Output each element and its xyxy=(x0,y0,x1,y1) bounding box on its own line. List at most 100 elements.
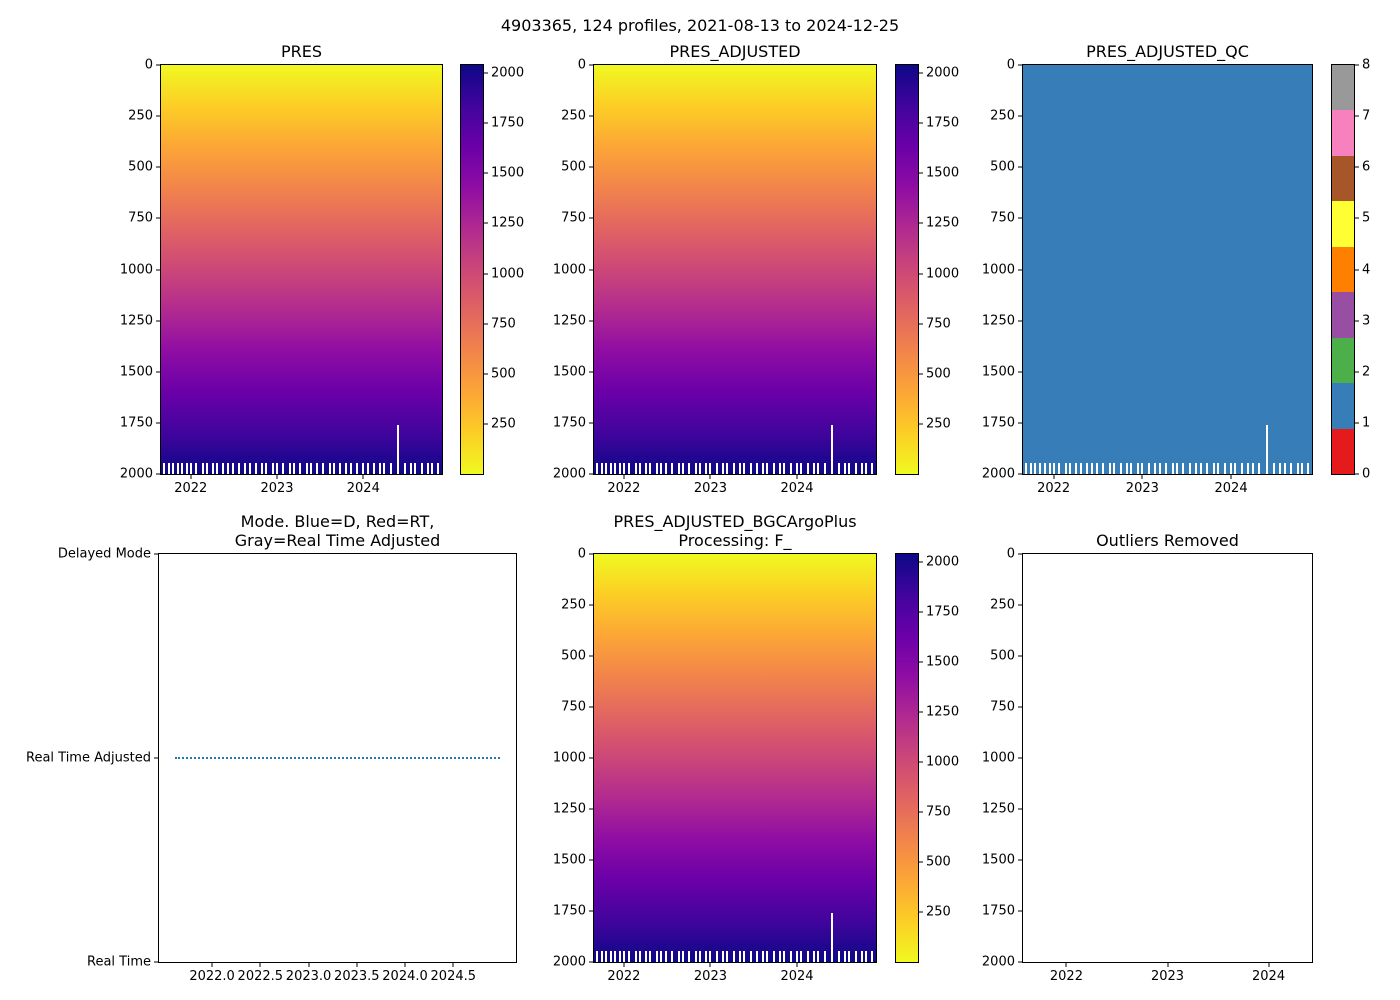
y-tick-label: 1500 xyxy=(981,364,1015,380)
colorbar-tick-label: 250 xyxy=(491,416,516,432)
profile-rug-mark xyxy=(1064,463,1067,474)
profile-rug-mark xyxy=(1147,463,1150,474)
profile-rug-mark xyxy=(698,463,701,474)
y-tick xyxy=(1018,166,1022,168)
profile-rug-mark xyxy=(305,463,308,474)
profile-rug-mark xyxy=(837,951,840,962)
colorbar-tick xyxy=(1355,64,1359,66)
colorbar-tick-label: 750 xyxy=(926,804,951,820)
y-tick xyxy=(154,961,158,963)
colorbar-tick xyxy=(919,72,923,74)
profile-rug-mark xyxy=(600,463,603,474)
profile-rug-mark xyxy=(749,463,752,474)
profile-rug-mark xyxy=(1086,463,1089,474)
y-tick xyxy=(156,217,160,219)
y-tick-label: 1250 xyxy=(552,801,586,817)
profile-rug-mark xyxy=(211,463,214,474)
profile-rug-mark xyxy=(789,951,792,962)
profile-rug-mark xyxy=(195,463,198,474)
profile-rug-mark xyxy=(783,463,786,474)
profile-rug-mark xyxy=(638,463,641,474)
colorbar-tick xyxy=(1355,422,1359,424)
profile-rug-mark xyxy=(216,463,219,474)
y-tick-label: 2000 xyxy=(981,954,1015,970)
profile-rug-mark xyxy=(201,463,204,474)
colorbar-tick xyxy=(1355,166,1359,168)
colorbar-tick-label: 2000 xyxy=(926,554,960,570)
profile-rug-mark xyxy=(282,463,285,474)
colorbar-tick xyxy=(1355,269,1359,270)
y-tick-label: 1500 xyxy=(119,364,153,380)
profile-rug-mark xyxy=(431,463,434,474)
profile-rug-mark xyxy=(1113,463,1116,474)
profile-rug-mark xyxy=(1126,463,1129,474)
profile-rug-mark xyxy=(677,463,680,474)
profile-rug-mark xyxy=(628,463,631,474)
profile-rug-mark xyxy=(649,951,652,962)
colorbar-band xyxy=(1332,428,1354,474)
colorbar-tick xyxy=(1355,371,1359,373)
profile-rug-mark xyxy=(1102,463,1105,474)
profile-rug-mark xyxy=(772,951,775,962)
profile-rug-mark xyxy=(698,951,701,962)
x-tick-label: 2024 xyxy=(1252,969,1286,984)
profile-rug-mark xyxy=(726,463,729,474)
colorbar-tick-label: 1750 xyxy=(491,115,525,131)
profile-rug-mark xyxy=(176,463,179,474)
x-tick-label: 2024 xyxy=(780,969,814,984)
profile-rug-mark xyxy=(634,463,637,474)
colorbar-tick-label: 5 xyxy=(1362,210,1371,226)
profile-rug-mark xyxy=(628,951,631,962)
y-tick-label: 500 xyxy=(561,648,586,664)
y-tick-label: 250 xyxy=(990,597,1015,613)
profile-rug-mark xyxy=(1199,463,1202,474)
colorbar-tick-label: 3 xyxy=(1362,313,1371,329)
y-tick-label: 1250 xyxy=(981,801,1015,817)
profile-rug-mark xyxy=(870,951,873,962)
y-tick xyxy=(1018,655,1022,657)
y-tick xyxy=(156,473,160,475)
x-tick-label: 2023 xyxy=(1150,969,1185,984)
colorbar-tick xyxy=(484,373,488,375)
profile-rug-mark xyxy=(715,951,718,962)
x-tick-label: 2023 xyxy=(260,481,294,496)
profile-rug-mark xyxy=(414,463,417,474)
profile-rug-mark xyxy=(688,463,691,474)
profile-rug-mark xyxy=(231,463,234,474)
y-tick-label: 250 xyxy=(128,108,153,124)
profile-rug-mark xyxy=(1095,463,1098,474)
colorbar-tick-label: 7 xyxy=(1362,108,1371,124)
y-tick xyxy=(1018,604,1022,606)
profile-rug-mark xyxy=(1223,463,1226,474)
colorbar-tick xyxy=(484,122,488,124)
colorbar-tick xyxy=(919,323,923,325)
profile-rug-mark xyxy=(1058,463,1061,474)
profile-rug-mark xyxy=(779,951,782,962)
y-tick-label: Real Time Adjusted xyxy=(26,750,151,766)
colorbar-pres-adjusted-qc: 0 1 2 3 4 5 6 7 8 xyxy=(1331,58,1370,482)
profile-rug-mark xyxy=(609,951,612,962)
profile-rug-mark xyxy=(823,463,826,474)
profile-rug-mark xyxy=(837,463,840,474)
colorbar-tick xyxy=(919,811,923,813)
colorbar-tick-label: 1500 xyxy=(491,165,525,181)
profile-rug-mark xyxy=(796,463,799,474)
y-tick-label: 1250 xyxy=(552,313,586,329)
profile-rug-mark xyxy=(1119,463,1122,474)
x-tick xyxy=(623,963,625,967)
profile-rug-mark xyxy=(645,951,648,962)
profile-rug-mark xyxy=(1158,463,1161,474)
y-tick-label: 1250 xyxy=(981,313,1015,329)
y-tick-label: 0 xyxy=(144,57,153,73)
x-tick-label: 2022.5 xyxy=(237,969,284,984)
profile-rug-mark xyxy=(860,463,863,474)
profile-rug-mark xyxy=(1034,463,1037,474)
subplot-title: PRES_ADJUSTED xyxy=(669,42,801,61)
profile-rug-mark xyxy=(1206,463,1209,474)
profile-rug-mark xyxy=(299,463,302,474)
profile-rug-mark xyxy=(722,463,725,474)
x-tick xyxy=(1167,963,1168,967)
profile-rug-mark xyxy=(1296,463,1299,474)
x-tick xyxy=(1268,963,1270,967)
x-tick xyxy=(709,475,711,479)
